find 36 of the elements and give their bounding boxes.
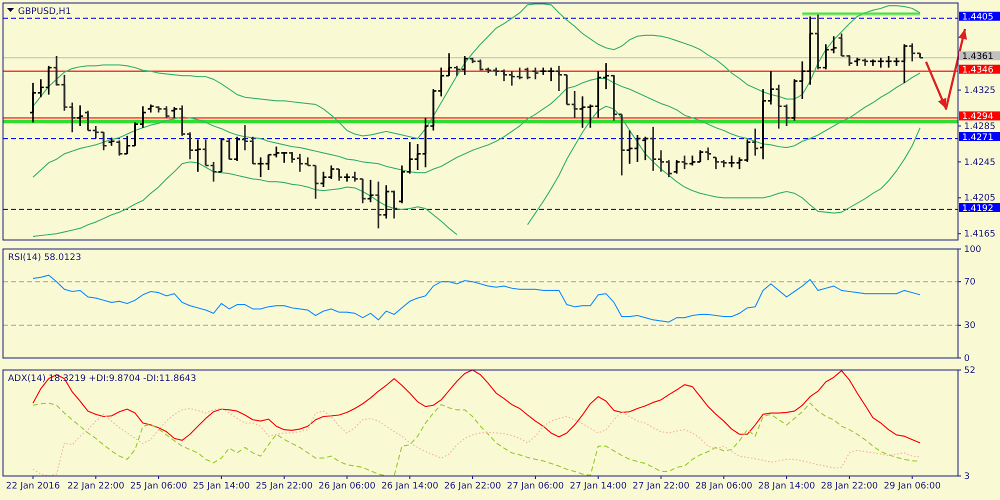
y-tick-label: 1.4245 <box>964 158 996 168</box>
ref-line-label: 1.4271 <box>962 132 994 143</box>
y-tick-label: 100 <box>964 244 982 255</box>
x-tick-label: 25 Jan 22:00 <box>256 481 313 492</box>
x-tick-label: 25 Jan 14:00 <box>192 481 250 492</box>
chart-title: GBPUSD,H1 <box>18 7 72 17</box>
line-series <box>32 274 921 323</box>
x-tick-label: 28 Jan 06:00 <box>695 481 753 492</box>
chart-title: RSI(14) 58.0123 <box>8 253 82 263</box>
y-tick-label: 1.4165 <box>964 230 996 240</box>
x-tick-label: 25 Jan 06:00 <box>130 481 188 492</box>
x-tick-label: 28 Jan 22:00 <box>820 481 878 492</box>
y-tick-label: 52 <box>964 366 976 376</box>
x-tick-label: 26 Jan 22:00 <box>444 481 502 492</box>
y-tick-label: 70 <box>964 278 976 288</box>
ref-line-label: 1.4294 <box>962 112 994 122</box>
x-tick-label: 29 Jan 06:00 <box>884 481 941 492</box>
x-tick-label: 27 Jan 06:00 <box>506 481 564 492</box>
x-tick-label: 27 Jan 14:00 <box>570 481 627 492</box>
ref-line-label: 1.4192 <box>962 204 994 214</box>
ref-line-label: 1.4346 <box>962 66 994 76</box>
y-tick-label: 1.4205 <box>964 194 996 204</box>
y-tick-label: 1.4325 <box>964 86 996 96</box>
x-tick-label: 26 Jan 14:00 <box>381 481 439 492</box>
y-tick-label: 3 <box>964 472 970 482</box>
y-tick-label: 1.4285 <box>964 122 996 132</box>
y-tick-label: 30 <box>964 321 976 332</box>
y-tick-label: 0 <box>964 354 970 364</box>
ref-line-label: 1.4405 <box>962 12 994 23</box>
x-tick-label: 27 Jan 22:00 <box>632 481 690 492</box>
x-tick-label: 22 Jan 22:00 <box>67 481 125 492</box>
x-tick-label: 22 Jan 2016 <box>6 481 60 492</box>
ref-line-label: 1.4361 <box>962 52 994 62</box>
line-series <box>32 72 921 178</box>
x-tick-label: 28 Jan 14:00 <box>758 481 816 492</box>
x-tick-label: 26 Jan 06:00 <box>318 481 376 492</box>
